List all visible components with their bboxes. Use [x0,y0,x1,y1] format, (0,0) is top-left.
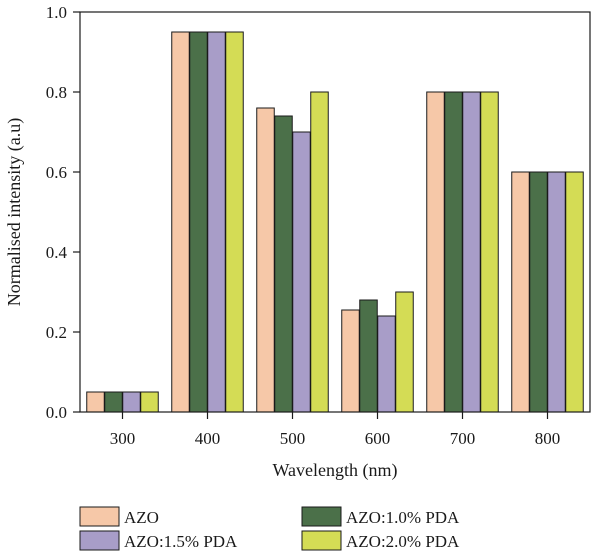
x-tick-label: 700 [450,429,476,448]
x-tick-label: 800 [535,429,561,448]
x-tick-label: 400 [195,429,221,448]
legend-swatch [79,506,120,527]
y-tick-label: 0.6 [46,163,67,182]
legend-swatch [301,530,342,551]
x-tick-label: 600 [365,429,391,448]
y-tick-label: 0.8 [46,83,67,102]
bar [341,309,360,413]
bar [565,171,584,413]
y-tick-label: 1.0 [46,3,67,22]
x-tick-label: 500 [280,429,306,448]
bar [444,91,463,413]
x-axis-title: Wavelength (nm) [272,460,397,481]
legend-label: AZO:2.0% PDA [346,532,460,551]
bar [395,291,414,413]
bar [292,131,311,413]
bar [207,31,226,413]
bar [274,115,293,413]
legend-label: AZO:1.5% PDA [124,532,238,551]
bar [171,31,190,413]
bar [462,91,481,413]
bar [256,107,275,413]
legend-swatch [79,530,120,551]
legend: AZO AZO:1.0% PDA AZO:1.5% PDA AZO:2.0% PDA [79,506,460,551]
legend-label: AZO [124,508,159,527]
x-tick-label: 300 [110,429,136,448]
plot-frame [79,11,591,413]
bar [310,91,329,413]
bar [511,171,530,413]
bar [225,31,244,413]
bar [86,391,105,413]
legend-swatch [301,506,342,527]
bars-layer [86,31,584,413]
y-axis-title: Normalised intensity (a.u) [4,118,25,306]
legend-label: AZO:1.0% PDA [346,508,460,527]
bar [140,391,159,413]
y-tick-label: 0.4 [46,243,68,262]
bar [359,299,378,413]
bar [377,315,396,413]
bar [104,391,123,413]
bar [480,91,499,413]
y-tick-label: 0.2 [46,323,67,342]
bar [426,91,445,413]
bar [189,31,208,413]
bar [547,171,566,413]
y-tick-label: 0.0 [46,403,67,422]
bar [122,391,141,413]
y-axis: 0.0 0.2 0.4 0.6 0.8 1.0 [46,3,80,422]
x-axis: 300 400 500 600 700 800 [110,412,561,448]
bar [529,171,548,413]
